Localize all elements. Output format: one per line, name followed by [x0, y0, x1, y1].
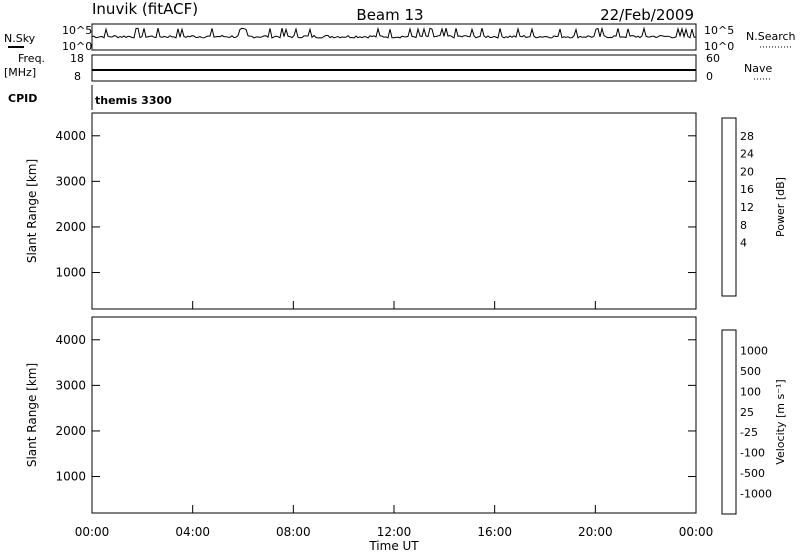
nsky-label: N.Sky — [4, 32, 36, 45]
colorbar-tick-label: 8 — [740, 219, 747, 232]
freq-label: Freq. — [18, 52, 45, 65]
colorbar-label: Power [dB] — [774, 177, 787, 237]
y-tick-label: 1000 — [55, 266, 86, 280]
freq-unit: [MHz] — [4, 66, 36, 79]
cpid-label: CPID — [8, 92, 37, 105]
nsky-tick-low: 10^0 — [62, 40, 92, 53]
colorbar-tick-label: 4 — [740, 237, 747, 250]
beam-title: Beam 13 — [356, 6, 423, 24]
colorbar-tick-label: 16 — [740, 183, 754, 196]
nsky-tick-high: 10^5 — [62, 24, 92, 37]
nsearch-label: N.Search — [746, 30, 796, 43]
freq-panel — [91, 54, 697, 82]
nave-tick-high: 60 — [706, 52, 720, 65]
nsky-trace — [91, 26, 697, 40]
y-axis-label: Slant Range [km] — [25, 159, 39, 263]
power-panel: 4000 3000 2000 1000 Slant Range [km] — [25, 112, 697, 310]
nsearch-tick-low: 10^0 — [704, 40, 734, 53]
nave-tick-low: 0 — [706, 70, 713, 83]
y-tick-label: 3000 — [55, 174, 86, 188]
colorbar-tick-label: 12 — [740, 201, 754, 214]
colorbar-tick-label: 28 — [740, 130, 754, 143]
y-tick-label: 4000 — [55, 129, 86, 143]
freq-tick-low: 8 — [74, 70, 81, 83]
nave-label: Nave — [744, 62, 772, 75]
colorbar-tick-label: 20 — [740, 165, 754, 178]
station-title: Inuvik (fitACF) — [92, 0, 198, 18]
freq-tick-high: 18 — [70, 52, 84, 65]
y-tick-label: 2000 — [55, 220, 86, 234]
date-title: 22/Feb/2009 — [600, 6, 694, 24]
cpid-value: themis 3300 — [95, 94, 172, 107]
colorbar-tick-label: 24 — [740, 148, 754, 161]
nsearch-tick-high: 10^5 — [704, 24, 734, 37]
power-colorbar: 28 24 20 16 12 8 4 Power [dB] — [721, 117, 787, 297]
